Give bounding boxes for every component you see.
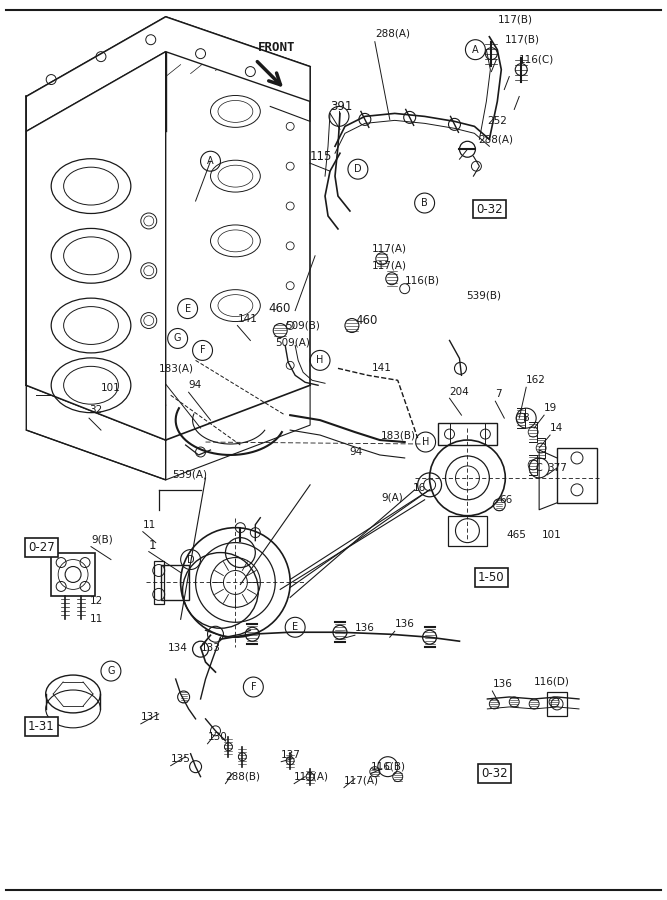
Text: 183(B): 183(B) — [381, 430, 416, 440]
Text: 1-50: 1-50 — [478, 571, 505, 584]
Text: 183(A): 183(A) — [159, 364, 193, 374]
Text: FRONT: FRONT — [258, 40, 295, 54]
Text: 1-31: 1-31 — [28, 720, 55, 733]
Bar — [438, 423, 498, 445]
Text: 116(D): 116(D) — [534, 676, 570, 686]
Text: 116(C): 116(C) — [519, 55, 554, 65]
Text: 288(A): 288(A) — [375, 29, 410, 39]
Text: 117(A): 117(A) — [294, 771, 329, 781]
Text: G: G — [107, 666, 115, 676]
Text: 141: 141 — [237, 313, 257, 323]
Bar — [557, 448, 597, 503]
Text: 14: 14 — [550, 423, 564, 433]
Text: 11: 11 — [90, 615, 103, 625]
Text: F: F — [251, 682, 256, 692]
Text: F: F — [199, 346, 205, 356]
Text: 136: 136 — [355, 624, 375, 634]
Polygon shape — [26, 17, 310, 131]
Text: 117(B): 117(B) — [498, 14, 532, 25]
Text: C: C — [384, 761, 391, 771]
Text: 16: 16 — [413, 482, 426, 493]
Text: 509(B): 509(B) — [285, 320, 320, 330]
Text: 134: 134 — [167, 644, 187, 653]
Text: 391: 391 — [330, 100, 352, 112]
Text: 1: 1 — [149, 539, 156, 552]
Text: E: E — [292, 622, 298, 633]
Text: 252: 252 — [488, 116, 507, 126]
Text: A: A — [207, 157, 214, 166]
Text: 136: 136 — [395, 619, 415, 629]
Text: B: B — [523, 413, 530, 423]
Text: 137: 137 — [281, 750, 301, 760]
Text: 32: 32 — [89, 405, 102, 415]
Bar — [448, 516, 488, 545]
Text: H: H — [422, 437, 430, 447]
Text: 101: 101 — [542, 529, 562, 540]
Text: 133: 133 — [201, 644, 220, 653]
Text: 12: 12 — [90, 597, 103, 607]
Text: 117(A): 117(A) — [372, 261, 407, 271]
Text: E: E — [185, 303, 191, 313]
Text: D: D — [354, 164, 362, 175]
Text: 377: 377 — [547, 463, 567, 473]
Text: A: A — [472, 45, 479, 55]
Bar — [51, 553, 95, 597]
Text: 94: 94 — [189, 381, 202, 391]
Text: 7: 7 — [496, 389, 502, 400]
Text: 162: 162 — [526, 375, 546, 385]
Bar — [161, 564, 189, 600]
Text: 465: 465 — [506, 529, 526, 540]
Text: 117(A): 117(A) — [372, 244, 407, 254]
Text: 11: 11 — [143, 519, 156, 530]
Text: 9(B): 9(B) — [91, 535, 113, 544]
Text: 539(B): 539(B) — [466, 291, 502, 301]
Text: G: G — [174, 334, 181, 344]
Text: 9(A): 9(A) — [382, 493, 404, 503]
Text: B: B — [422, 198, 428, 208]
Text: 131: 131 — [141, 712, 161, 722]
Text: 460: 460 — [355, 314, 378, 327]
Polygon shape — [26, 51, 165, 440]
Text: 0-32: 0-32 — [481, 767, 508, 780]
Text: 101: 101 — [101, 383, 121, 393]
Text: C: C — [536, 463, 542, 473]
Text: 136: 136 — [492, 679, 512, 689]
Text: 288(A): 288(A) — [478, 134, 514, 144]
Text: I: I — [338, 112, 340, 122]
Text: 509(A): 509(A) — [275, 338, 310, 347]
Text: 0-32: 0-32 — [476, 202, 503, 215]
Text: D: D — [187, 554, 194, 564]
Text: 116(B): 116(B) — [405, 275, 440, 285]
Text: 94: 94 — [349, 447, 362, 457]
Text: 288(B): 288(B) — [225, 771, 260, 781]
Text: 204: 204 — [450, 387, 470, 397]
Text: 141: 141 — [372, 364, 392, 374]
Text: 116(B): 116(B) — [371, 761, 406, 771]
Text: 19: 19 — [544, 403, 558, 413]
Text: 130: 130 — [207, 732, 227, 742]
Text: 117(B): 117(B) — [506, 35, 540, 45]
Text: 135: 135 — [171, 753, 191, 764]
Bar — [154, 561, 163, 605]
Text: 66: 66 — [500, 495, 512, 505]
Text: H: H — [316, 356, 323, 365]
Text: 115: 115 — [310, 149, 332, 163]
Text: 539(A): 539(A) — [173, 470, 207, 480]
Text: 460: 460 — [268, 302, 291, 315]
Text: 0-27: 0-27 — [28, 541, 55, 554]
Text: 117(A): 117(A) — [344, 776, 379, 786]
Bar — [547, 692, 567, 716]
